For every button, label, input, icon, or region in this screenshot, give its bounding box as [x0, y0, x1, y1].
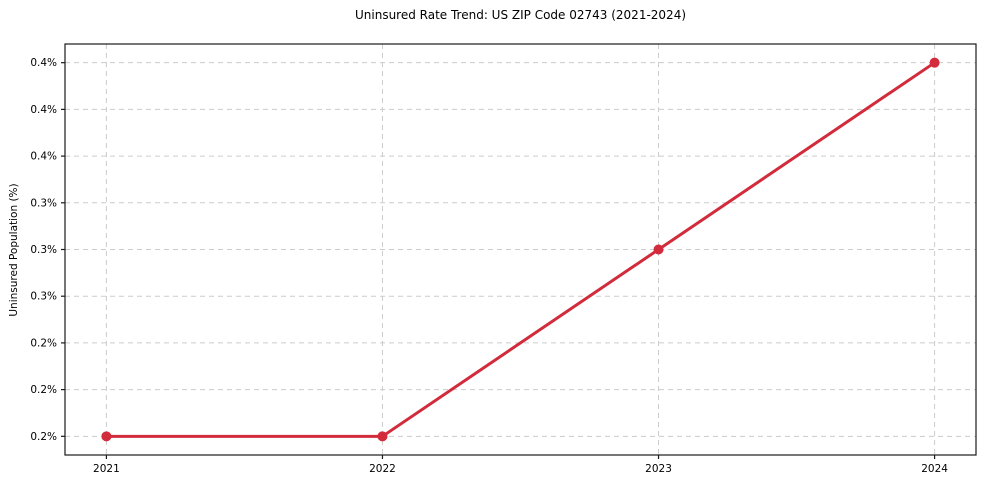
x-tick-label: 2021	[93, 463, 120, 475]
chart-title: Uninsured Rate Trend: US ZIP Code 02743 …	[354, 8, 687, 22]
x-tick-label: 2022	[369, 463, 396, 475]
y-tick-label: 0.4%	[30, 104, 57, 116]
y-tick-label: 0.3%	[30, 244, 57, 256]
y-tick-label: 0.3%	[30, 291, 57, 303]
y-tick-label: 0.3%	[30, 197, 57, 209]
y-tick-label: 0.2%	[30, 431, 57, 443]
y-tick-label: 0.4%	[30, 151, 57, 163]
data-point-2023	[653, 244, 664, 255]
y-tick-label: 0.4%	[30, 57, 57, 69]
trend-line	[104, 61, 937, 438]
data-point-2024	[929, 57, 940, 68]
data-point-2022	[377, 431, 388, 442]
data-point-2021	[101, 431, 112, 442]
x-tick-label: 2024	[921, 463, 948, 475]
x-tick-label: 2023	[645, 463, 672, 475]
y-tick-label: 0.2%	[30, 384, 57, 396]
y-tick-label: 0.2%	[30, 337, 57, 349]
